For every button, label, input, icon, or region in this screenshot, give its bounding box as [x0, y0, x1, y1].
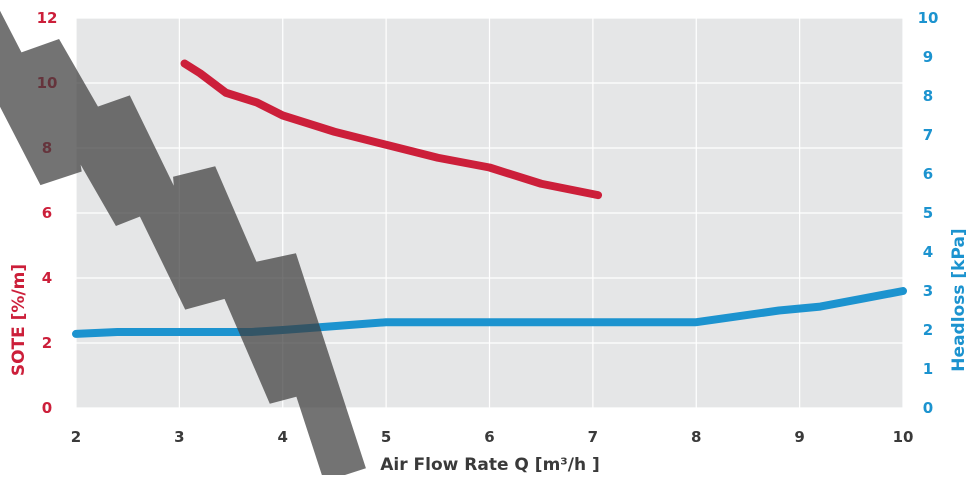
x-tick-label: 3 [174, 428, 184, 446]
y-right-tick-label: 1 [923, 360, 933, 378]
x-tick-label: 7 [588, 428, 598, 446]
x-tick-label: 6 [484, 428, 494, 446]
watermark-stroke [0, 10, 366, 480]
y-left-tick-label: 4 [42, 269, 52, 287]
y-left-tick-label: 2 [42, 334, 52, 352]
sote-series-line [180, 59, 603, 200]
y-right-tick-label: 3 [923, 282, 933, 300]
x-tick-label: 10 [893, 428, 914, 446]
y-right-tick-label: 4 [923, 243, 933, 261]
y-left-axis-label: SOTE [%/m] [9, 264, 29, 376]
x-tick-label: 8 [691, 428, 701, 446]
x-tick-label: 5 [381, 428, 391, 446]
y-right-tick-label: 5 [923, 204, 933, 222]
x-tick-label: 2 [71, 428, 81, 446]
y-left-tick-label: 0 [42, 399, 52, 417]
y-right-tick-label: 2 [923, 321, 933, 339]
grid-lines [75, 17, 904, 409]
y-right-tick-label: 8 [923, 87, 933, 105]
y-right-tick-label: 0 [923, 399, 933, 417]
x-axis-label: Air Flow Rate Q [m³/h ] [380, 455, 599, 475]
y-right-tick-label: 6 [923, 165, 933, 183]
y-left-tick-label: 12 [37, 9, 58, 27]
y-right-tick-label: 9 [923, 48, 933, 66]
y-left-tick-label: 6 [42, 204, 52, 222]
y-right-axis-label: Headloss [kPa] [949, 228, 969, 371]
series-lines [72, 59, 907, 338]
y-right-tick-label: 10 [918, 9, 939, 27]
x-tick-label: 9 [794, 428, 804, 446]
headloss-series-line [72, 287, 907, 338]
x-tick-label: 4 [278, 428, 288, 446]
watermark-shape [0, 10, 366, 480]
y-right-tick-label: 7 [923, 126, 933, 144]
